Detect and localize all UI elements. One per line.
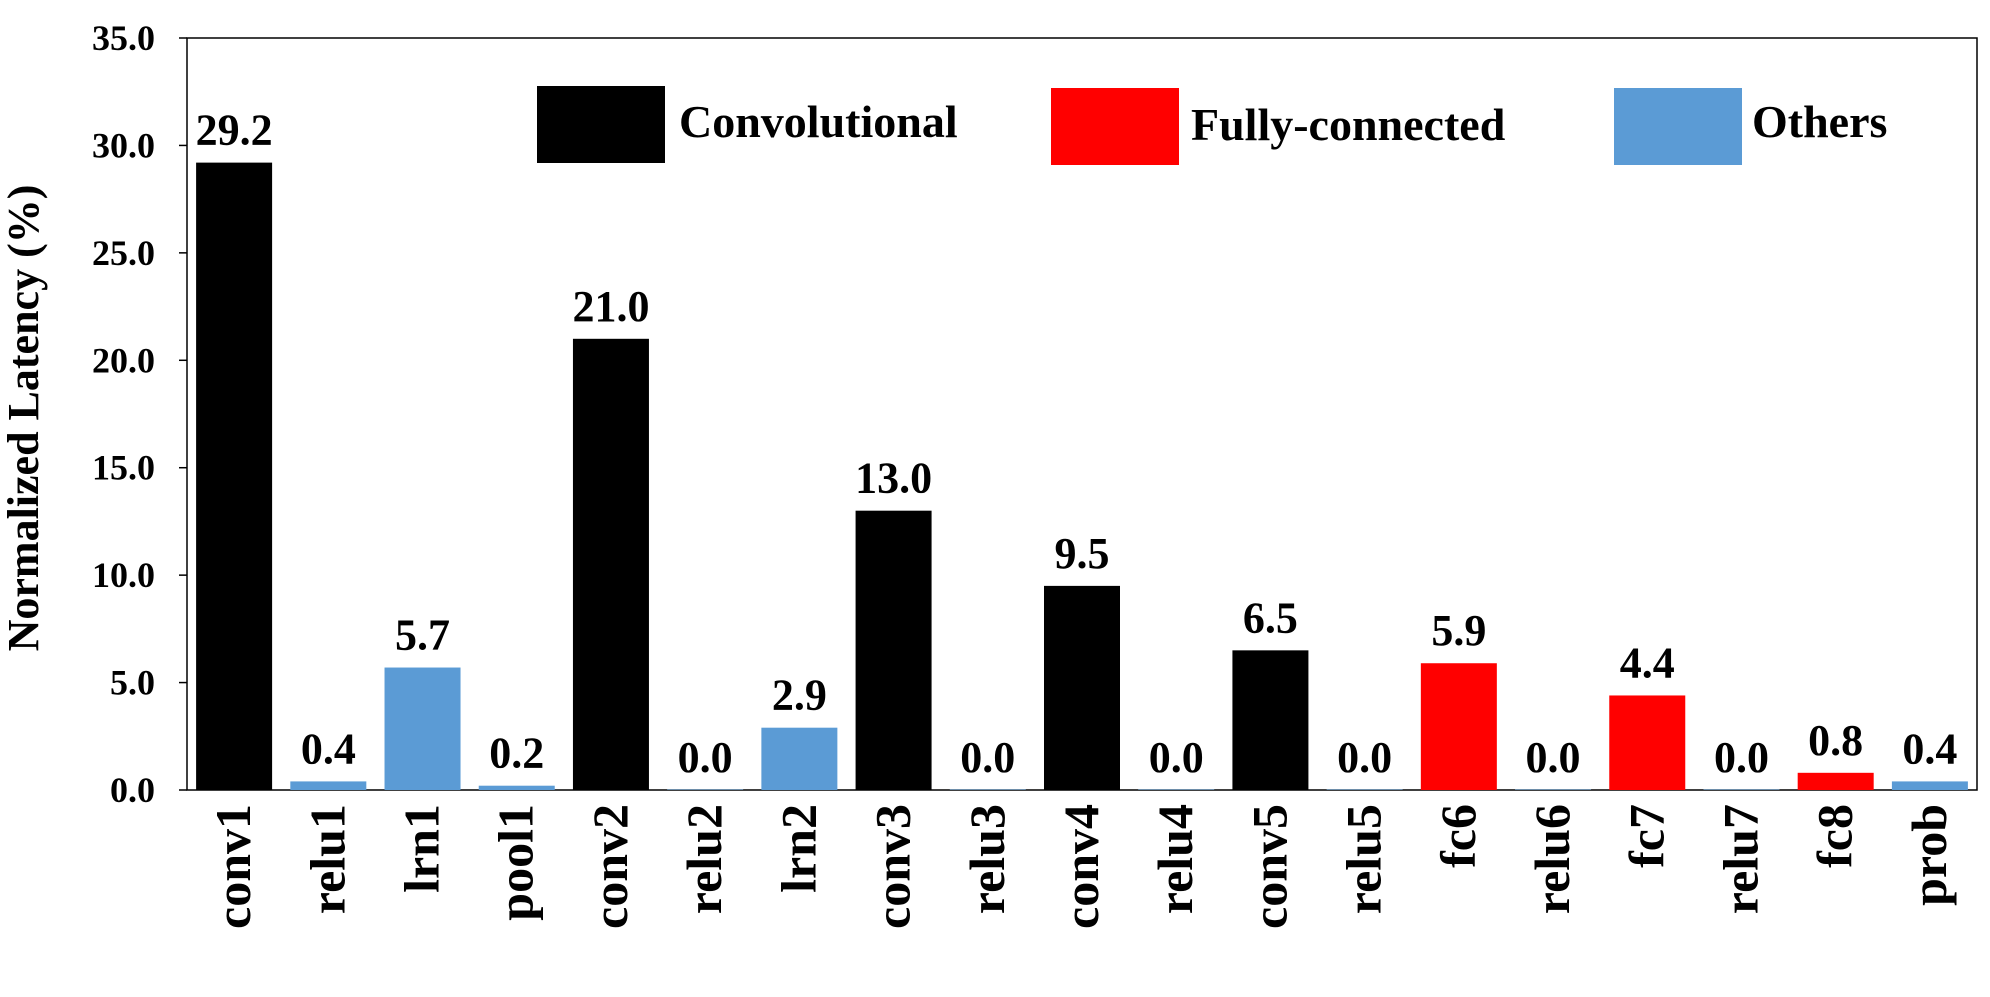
bar-relu2 (667, 789, 744, 790)
y-tick-label: 10.0 (92, 555, 155, 595)
x-tick-label-relu2: relu2 (676, 804, 732, 914)
legend-label-fully-connected: Fully-connected (1191, 99, 1506, 150)
legend-label-others: Others (1752, 96, 1887, 147)
value-label-relu1: 0.4 (301, 724, 356, 773)
value-label-lrn1: 5.7 (395, 611, 450, 660)
legend-swatch-convolutional (537, 86, 665, 163)
y-tick-label: 30.0 (92, 125, 155, 165)
value-label-conv5: 6.5 (1243, 593, 1298, 642)
x-tick-label-prob: prob (1901, 804, 1957, 906)
bar-relu1 (290, 781, 367, 790)
bar-relu4 (1138, 789, 1215, 790)
x-tick-label-relu5: relu5 (1336, 804, 1392, 914)
x-tick-label-relu3: relu3 (959, 804, 1015, 914)
x-tick-label-relu4: relu4 (1147, 804, 1203, 914)
value-label-conv3: 13.0 (855, 454, 932, 503)
y-tick-label: 35.0 (92, 18, 155, 58)
x-tick-label-pool1: pool1 (488, 804, 544, 921)
legend-swatch-others (1614, 88, 1742, 165)
bar-relu6 (1515, 789, 1592, 790)
bar-relu5 (1326, 789, 1403, 790)
x-tick-label-conv4: conv4 (1053, 804, 1109, 929)
value-label-relu2: 0.0 (678, 733, 733, 782)
bar-relu3 (949, 789, 1026, 790)
value-label-prob: 0.4 (1902, 724, 1957, 773)
bar-fc8 (1797, 772, 1874, 790)
bar-conv1 (196, 162, 273, 791)
bar-lrn2 (761, 727, 838, 790)
value-label-fc8: 0.8 (1808, 716, 1863, 765)
value-label-fc6: 5.9 (1431, 606, 1486, 655)
bar-pool1 (478, 785, 555, 790)
value-label-relu5: 0.0 (1337, 733, 1392, 782)
value-label-relu7: 0.0 (1714, 733, 1769, 782)
bar-prob (1891, 781, 1968, 790)
y-axis-label: Normalized Latency (%) (0, 185, 48, 652)
bar-conv3 (855, 510, 932, 790)
x-tick-label-fc7: fc7 (1618, 804, 1674, 868)
y-tick-label: 15.0 (92, 448, 155, 488)
x-tick-label-conv1: conv1 (205, 804, 261, 929)
bar-conv4 (1044, 585, 1120, 790)
x-tick-label-relu6: relu6 (1524, 804, 1580, 914)
legend-label-convolutional: Convolutional (679, 96, 958, 147)
bar-fc6 (1420, 663, 1497, 790)
bar-fc7 (1609, 695, 1686, 790)
bar-conv2 (572, 338, 649, 790)
value-label-conv2: 21.0 (572, 282, 649, 331)
value-label-conv1: 29.2 (196, 106, 273, 155)
value-label-relu3: 0.0 (960, 733, 1015, 782)
x-tick-label-conv3: conv3 (865, 804, 921, 929)
value-label-relu6: 0.0 (1526, 733, 1581, 782)
y-tick-label: 5.0 (110, 663, 155, 703)
bar-relu7 (1703, 789, 1780, 790)
x-tick-label-fc6: fc6 (1430, 804, 1486, 868)
x-tick-label-fc8: fc8 (1807, 804, 1863, 868)
bar-lrn1 (384, 667, 461, 790)
x-tick-label-conv2: conv2 (582, 804, 638, 929)
legend-swatch-fully-connected (1051, 88, 1179, 165)
bars-layer (196, 162, 1968, 791)
x-tick-label-lrn1: lrn1 (394, 804, 450, 893)
value-labels-layer: 29.2 conv1 0.4 relu1 5.7 lrn1 0.2 pool1 21.0 conv… (196, 106, 1958, 929)
y-tick-label: 0.0 (110, 770, 155, 810)
y-tick-label: 25.0 (92, 233, 155, 273)
value-label-fc7: 4.4 (1620, 638, 1675, 687)
x-tick-label-relu7: relu7 (1712, 804, 1768, 914)
y-tick-label: 20.0 (92, 340, 155, 380)
bar-conv5 (1232, 650, 1309, 790)
value-label-conv4: 9.5 (1055, 529, 1110, 578)
legend: Convolutional Fully-connected Others (537, 86, 1887, 165)
x-tick-label-relu1: relu1 (299, 804, 355, 914)
x-tick-label-conv5: conv5 (1241, 804, 1297, 929)
value-label-pool1: 0.2 (489, 729, 544, 778)
value-label-relu4: 0.0 (1149, 733, 1204, 782)
value-label-lrn2: 2.9 (772, 671, 827, 720)
x-tick-label-lrn2: lrn2 (770, 804, 826, 893)
